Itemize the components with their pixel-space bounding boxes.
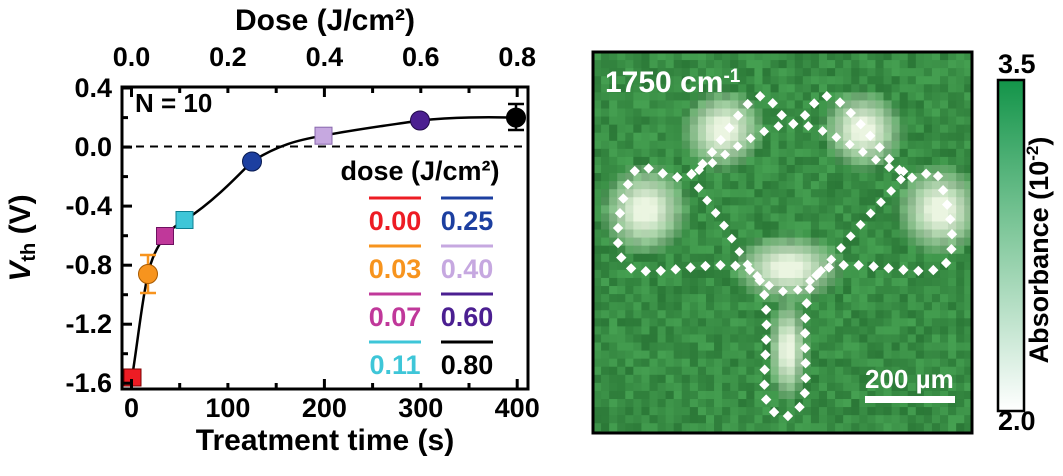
svg-text:1750 cm-1: 1750 cm-1 bbox=[605, 66, 741, 99]
svg-text:200 µm: 200 µm bbox=[865, 364, 954, 394]
svg-text:2.0: 2.0 bbox=[998, 406, 1036, 436]
svg-text:Absorbance (10-2): Absorbance (10-2) bbox=[1023, 137, 1054, 364]
svg-text:3.5: 3.5 bbox=[998, 49, 1036, 79]
